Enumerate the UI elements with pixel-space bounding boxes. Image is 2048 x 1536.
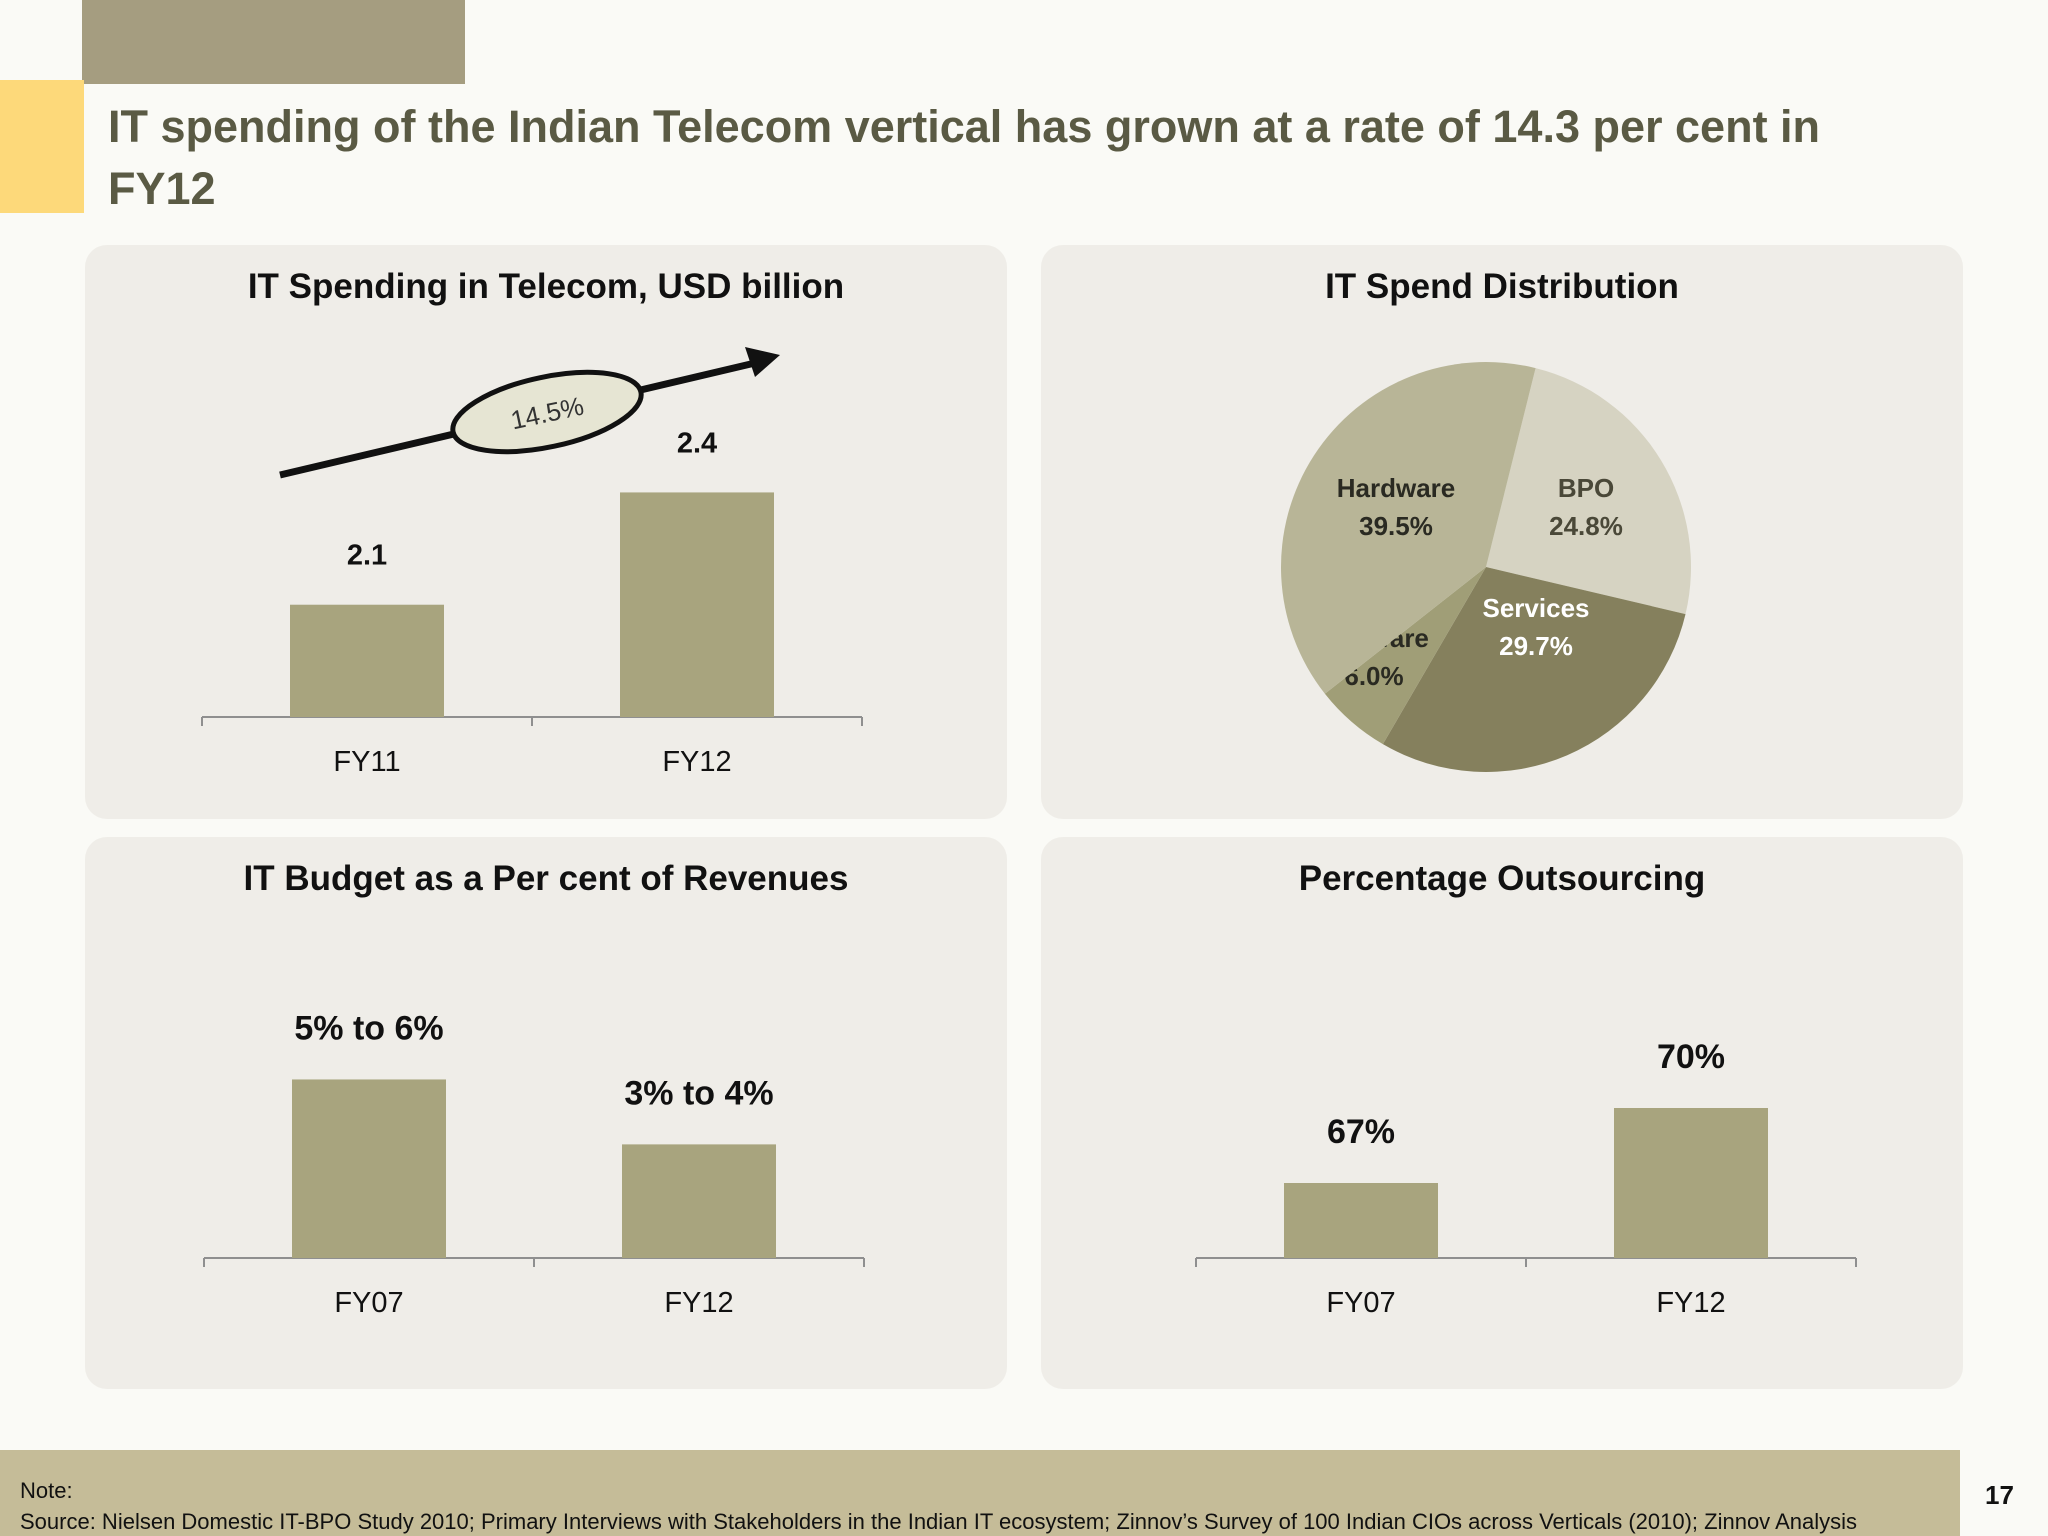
pie-label-value: 29.7% bbox=[1499, 631, 1573, 661]
chart-title: IT Budget as a Per cent of Revenues bbox=[243, 859, 849, 898]
x-tick-label: FY07 bbox=[1326, 1287, 1395, 1319]
data-label: 3% to 4% bbox=[624, 1074, 773, 1112]
it-budget-bar-chart: 5% to 6% FY07 3% to 4% FY12 bbox=[203, 1009, 865, 1319]
footer-band bbox=[0, 1450, 1960, 1536]
data-label: 5% to 6% bbox=[294, 1009, 443, 1047]
side-accent-block bbox=[0, 80, 84, 213]
chart-title: IT Spending in Telecom, USD billion bbox=[247, 267, 845, 306]
data-label: 2.1 bbox=[347, 540, 387, 572]
outsourcing-chart-panel: Percentage Outsourcing 67% FY07 70% FY12 bbox=[1041, 837, 1963, 1389]
pie-label-value: 39.5% bbox=[1359, 511, 1433, 541]
top-accent-bar bbox=[82, 0, 465, 84]
it-spending-chart-panel: IT Spending in Telecom, USD billion 2.1 F… bbox=[85, 245, 1007, 819]
it-spend-distribution-panel: IT Spend Distribution BPO 24.8% Services 29… bbox=[1041, 245, 1963, 819]
data-label: 2.4 bbox=[677, 427, 717, 459]
footer-source: Source: Nielsen Domestic IT-BPO Study 20… bbox=[20, 1509, 1857, 1534]
pie-label-value: 24.8% bbox=[1549, 511, 1623, 541]
pie-slice-services bbox=[1382, 567, 1686, 772]
bar-fy12 bbox=[620, 492, 774, 717]
footer-note: Note: bbox=[20, 1478, 73, 1503]
it-spend-pie-chart: BPO24.8%Services29.7%Software6.0%Hardwar… bbox=[1281, 362, 1691, 772]
growth-arrow-head bbox=[745, 347, 780, 377]
outsourcing-bar-chart: 67% FY07 70% FY12 bbox=[1195, 1038, 1857, 1319]
pie-label-name: Services bbox=[1483, 593, 1590, 623]
growth-rate-badge bbox=[450, 369, 644, 455]
data-label: 70% bbox=[1657, 1038, 1725, 1076]
pie-slice-bpo bbox=[1486, 368, 1691, 615]
bar-fy07 bbox=[1284, 1183, 1438, 1258]
page-number: 17 bbox=[1985, 1480, 2014, 1510]
x-tick-label: FY07 bbox=[334, 1287, 403, 1319]
bar-fy07 bbox=[292, 1079, 446, 1258]
pie-label-name: BPO bbox=[1558, 473, 1614, 503]
x-tick-label: FY11 bbox=[333, 746, 400, 778]
it-budget-chart-panel: IT Budget as a Per cent of Revenues 5% t… bbox=[85, 837, 1007, 1389]
bar-fy12 bbox=[1614, 1108, 1768, 1258]
x-tick-label: FY12 bbox=[1656, 1287, 1725, 1319]
x-tick-label: FY12 bbox=[664, 1287, 733, 1319]
data-label: 67% bbox=[1327, 1113, 1395, 1151]
pie-slice-hardware bbox=[1281, 362, 1536, 694]
chart-title: Percentage Outsourcing bbox=[1298, 859, 1706, 898]
pie-slice-software bbox=[1324, 567, 1486, 745]
bar-fy11 bbox=[290, 604, 444, 717]
x-tick-label: FY12 bbox=[662, 746, 731, 778]
bar-fy12 bbox=[622, 1144, 776, 1258]
slide-title: IT spending of the Indian Telecom vertic… bbox=[108, 101, 1821, 214]
chart-title: IT Spend Distribution bbox=[1325, 267, 1679, 306]
pie-label-name: Hardware bbox=[1337, 473, 1456, 503]
